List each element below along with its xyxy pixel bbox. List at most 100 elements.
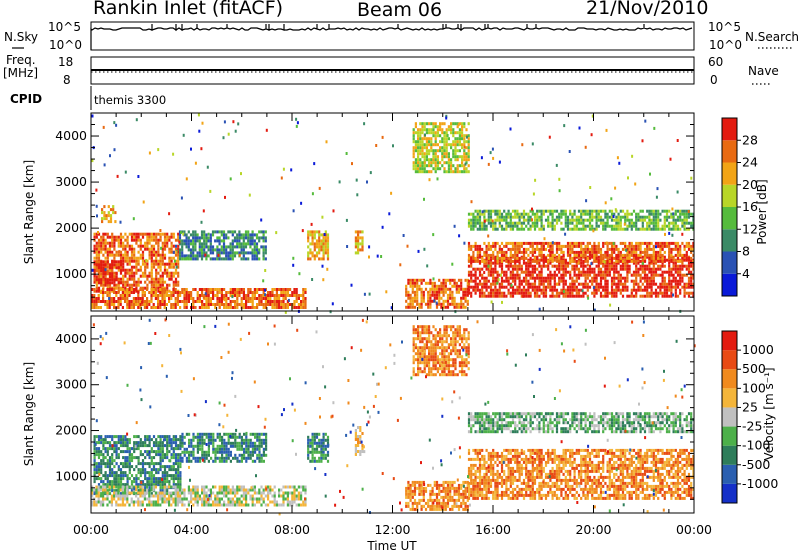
scatter-cell — [615, 208, 617, 211]
data-cell — [461, 122, 463, 125]
data-cell — [499, 219, 501, 222]
data-cell — [637, 283, 639, 286]
data-cell — [492, 257, 494, 260]
data-cell — [105, 438, 107, 441]
data-cell — [238, 236, 240, 239]
data-cell — [458, 303, 460, 306]
data-cell — [472, 254, 474, 257]
data-cell — [138, 284, 140, 287]
data-cell — [225, 248, 227, 251]
data-cell — [525, 225, 527, 228]
data-cell — [637, 257, 639, 260]
data-cell — [116, 275, 118, 278]
data-cell — [501, 283, 503, 286]
data-cell — [675, 242, 677, 245]
data-cell — [208, 236, 210, 239]
data-cell — [289, 303, 291, 306]
data-cell — [483, 280, 485, 283]
data-cell — [666, 295, 668, 298]
data-cell — [458, 285, 460, 288]
data-cell — [355, 242, 357, 245]
data-cell — [120, 254, 122, 257]
data-cell — [648, 268, 650, 271]
data-cell — [475, 283, 477, 286]
data-cell — [449, 291, 451, 294]
data-cell — [221, 297, 223, 300]
data-cell — [323, 245, 325, 248]
scatter-cell — [491, 301, 493, 304]
scatter-cell — [332, 302, 334, 305]
data-cell — [203, 239, 205, 242]
data-cell — [446, 149, 448, 152]
data-cell — [100, 269, 102, 272]
data-cell — [468, 257, 470, 260]
data-cell — [245, 236, 247, 239]
data-cell — [153, 251, 155, 254]
data-cell — [230, 251, 232, 254]
data-cell — [418, 279, 420, 282]
data-cell — [269, 297, 271, 300]
data-cell — [443, 161, 445, 164]
data-cell — [446, 155, 448, 158]
data-cell — [122, 284, 124, 287]
data-cell — [168, 248, 170, 251]
data-cell — [519, 228, 521, 231]
data-cell — [688, 277, 690, 280]
data-cell — [582, 286, 584, 289]
data-cell — [234, 300, 236, 303]
data-cell — [486, 265, 488, 268]
data-cell — [463, 134, 465, 137]
data-cell — [618, 216, 620, 219]
data-cell — [461, 125, 463, 128]
data-cell — [662, 248, 664, 251]
data-cell — [149, 480, 151, 483]
data-cell — [265, 300, 267, 303]
data-cell — [563, 228, 565, 231]
data-cell — [563, 260, 565, 263]
data-cell — [441, 131, 443, 134]
data-cell — [558, 216, 560, 219]
data-cell — [138, 456, 140, 459]
data-cell — [94, 492, 96, 495]
data-cell — [205, 233, 207, 236]
data-cell — [653, 268, 655, 271]
data-cell — [569, 222, 571, 225]
data-cell — [635, 222, 637, 225]
scatter-cell — [300, 202, 302, 205]
scatter-cell — [500, 274, 502, 277]
data-cell — [494, 242, 496, 245]
data-cell — [666, 213, 668, 216]
data-cell — [448, 143, 450, 146]
data-cell — [454, 300, 456, 303]
data-cell — [221, 300, 223, 303]
data-cell — [565, 222, 567, 225]
data-cell — [94, 468, 96, 471]
data-cell — [179, 291, 181, 294]
data-cell — [543, 289, 545, 292]
data-cell — [168, 297, 170, 300]
data-cell — [109, 468, 111, 471]
data-cell — [151, 263, 153, 266]
data-cell — [427, 300, 429, 303]
data-cell — [450, 128, 452, 131]
data-cell — [151, 468, 153, 471]
data-cell — [587, 210, 589, 213]
data-cell — [516, 257, 518, 260]
data-cell — [435, 131, 437, 134]
data-cell — [686, 216, 688, 219]
data-cell — [648, 248, 650, 251]
data-cell — [133, 239, 135, 242]
data-cell — [416, 303, 418, 306]
scatter-cell — [432, 233, 434, 236]
data-cell — [574, 280, 576, 283]
data-cell — [421, 291, 423, 294]
data-cell — [155, 239, 157, 242]
data-cell — [587, 268, 589, 271]
data-cell — [688, 248, 690, 251]
data-cell — [194, 245, 196, 248]
data-cell — [112, 208, 114, 211]
scatter-cell — [558, 178, 560, 181]
data-cell — [129, 459, 131, 462]
data-cell — [664, 271, 666, 274]
data-cell — [556, 274, 558, 277]
